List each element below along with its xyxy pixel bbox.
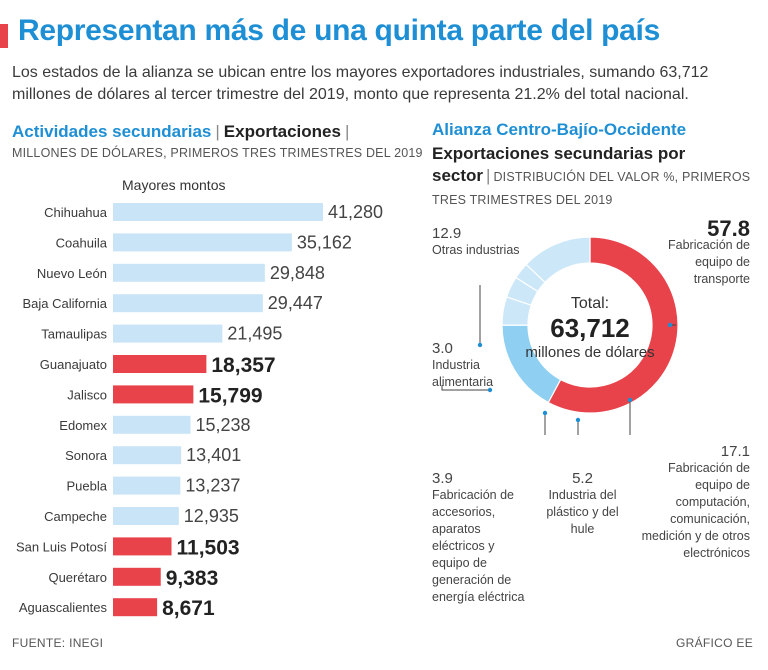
donut-center-unit: millones de dólares <box>525 344 655 361</box>
bar-value-label: 29,848 <box>270 263 325 283</box>
bar-category-label: Querétaro <box>48 570 107 585</box>
slice-value: 3.0 <box>432 340 453 357</box>
bar-category-label: Aguascalientes <box>19 600 108 615</box>
bar-chart: Chihuahua 41,280 Coahuila 35,162 Nuevo León 2… <box>16 202 383 620</box>
slice-name: Industria alimentaria <box>432 358 494 389</box>
bar <box>113 355 207 373</box>
bar-category-label: Sonora <box>65 448 108 463</box>
bar-value-label: 12,935 <box>184 506 239 526</box>
slice-label-accesorios: 3.9 Fabricación de accesorios, aparatos … <box>432 470 532 606</box>
right-chart-title: Alianza Centro-Bajío-Occidente <box>432 120 687 139</box>
bar-category-label: Puebla <box>67 479 108 494</box>
donut-chart <box>441 236 679 435</box>
bar <box>113 324 223 343</box>
bar <box>113 476 181 495</box>
bar-value-label: 11,503 <box>177 536 240 559</box>
slice-label-computacion: 17.1 Fabricación de equipo de computació… <box>630 443 750 562</box>
left-header-separator2: | <box>344 122 350 141</box>
donut-slice <box>547 236 679 414</box>
slice-name: Fabricación de accesorios, aparatos eléc… <box>432 488 525 604</box>
bar-value-label: 21,495 <box>227 324 282 344</box>
donut-center-prefix: Total: <box>570 295 610 312</box>
donut-slice <box>525 236 591 284</box>
bar <box>113 385 194 404</box>
intro-paragraph: Los estados de la alianza se ubican entr… <box>12 64 709 103</box>
slice-label-transporte: 57.8 Fabricación de equipo de transporte <box>665 216 750 288</box>
bar-value-label: 8,671 <box>162 597 215 620</box>
bar-value-label: 29,447 <box>268 293 323 313</box>
bar-value-label: 13,401 <box>186 445 241 465</box>
bar-value-label: 15,238 <box>196 415 251 435</box>
leader-dot <box>575 417 581 423</box>
bar-value-label: 9,383 <box>166 567 219 590</box>
slice-value: 5.2 <box>572 470 593 487</box>
left-header-separator: | <box>215 122 220 141</box>
bar <box>113 567 161 586</box>
left-chart-header: Actividades secundarias | Exportaciones | <box>12 122 353 142</box>
slice-label-plastico: 5.2 Industria del plástico y del hule <box>540 470 625 538</box>
bar-chart-caption: Mayores montos <box>122 177 226 193</box>
slice-name: Otras industrias <box>432 243 520 257</box>
bar <box>113 203 323 221</box>
slice-name: Fabricación de equipo de transporte <box>668 238 750 286</box>
leader-dot <box>477 342 483 348</box>
left-chart-subtitle: MILLONES DE DÓLARES, PRIMEROS TRES TRIME… <box>12 146 423 160</box>
bar <box>113 263 265 282</box>
leader-dot <box>667 322 673 328</box>
bar-value-label: 15,799 <box>198 384 262 407</box>
bar-category-label: Jalisco <box>67 387 107 402</box>
page-title: Representan más de una quinta parte del … <box>18 14 660 47</box>
slice-name: Fabricación de equipo de computación, co… <box>641 461 750 560</box>
bar-category-label: Coahuila <box>56 235 108 250</box>
bar <box>113 415 191 434</box>
leader-dot <box>542 410 548 416</box>
footer-credit: GRÁFICO EE <box>676 636 754 650</box>
slice-value: 57.8 <box>707 216 750 241</box>
right-chart-header: Exportaciones secundarias por sector | DIS… <box>432 143 752 211</box>
right-header-bold: Exportaciones secundarias por sector <box>432 144 686 185</box>
bar <box>113 233 292 252</box>
bar <box>113 294 263 313</box>
slice-name: Industria del plástico y del hule <box>546 488 619 536</box>
bar <box>113 507 179 525</box>
bar-category-label: Tamaulipas <box>41 327 107 342</box>
slice-value: 3.9 <box>432 470 453 487</box>
bar-category-label: Campeche <box>44 509 107 524</box>
slice-value: 17.1 <box>720 443 750 460</box>
bar <box>113 537 172 556</box>
bar <box>113 598 158 617</box>
left-header-part2: Exportaciones <box>223 122 341 141</box>
slice-value: 12.9 <box>432 225 462 242</box>
donut-center-value: 63,712 <box>550 313 630 343</box>
bar-value-label: 35,162 <box>297 232 352 252</box>
leader-dot <box>487 387 493 393</box>
bar-value-label: 41,280 <box>328 202 383 222</box>
bar-category-label: Nuevo León <box>37 266 107 281</box>
bar-category-label: Chihuahua <box>44 205 108 220</box>
right-header-separator: | <box>486 166 491 185</box>
title-accent-bar <box>0 24 8 48</box>
footer-source: FUENTE: INEGI <box>12 636 104 650</box>
donut-center-label: Total: 63,712 millones de dólares <box>520 295 660 362</box>
leader-line <box>441 385 490 391</box>
bar-category-label: Baja California <box>22 296 107 311</box>
slice-label-otras: 12.9 Otras industrias <box>432 225 522 259</box>
bar-category-label: Edomex <box>59 418 107 433</box>
bar-category-label: San Luis Potosí <box>16 539 107 554</box>
left-header-part1: Actividades secundarias <box>12 122 212 141</box>
slice-label-alimentaria: 3.0 Industria alimentaria <box>432 340 522 391</box>
bar-value-label: 18,357 <box>211 354 275 377</box>
right-header-small: DISTRIBUCIÓN DEL VALOR %, PRIMEROS TRES … <box>432 170 751 207</box>
leader-dot <box>627 397 633 403</box>
bar <box>113 446 182 465</box>
bar-value-label: 13,237 <box>185 476 240 496</box>
bar-category-label: Guanajuato <box>40 357 107 372</box>
